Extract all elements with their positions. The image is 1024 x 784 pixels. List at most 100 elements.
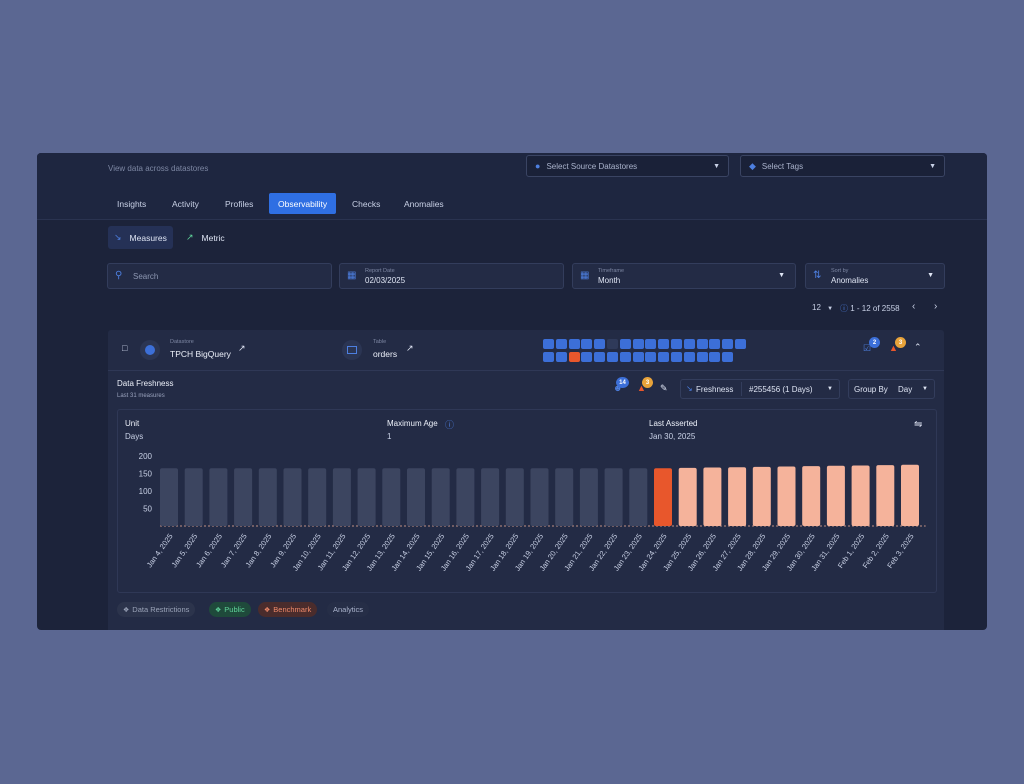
table-link[interactable]: orders — [373, 349, 398, 359]
heatmap-cell[interactable] — [619, 352, 631, 362]
heatmap-cell[interactable] — [696, 339, 708, 349]
heatmap-cell[interactable] — [735, 339, 746, 349]
chevron-up-icon[interactable]: ⌃ — [914, 342, 922, 352]
heatmap-cell[interactable] — [671, 339, 682, 349]
bar[interactable] — [332, 468, 351, 526]
report-date-value: 02/03/2025 — [365, 276, 406, 285]
bar[interactable] — [752, 466, 771, 526]
heatmap-cell[interactable] — [581, 352, 593, 362]
bar[interactable] — [160, 468, 178, 526]
external-link-icon[interactable]: ↗ — [238, 343, 246, 353]
bar[interactable] — [407, 468, 425, 526]
report-date-field[interactable]: ▦ Report Date 02/03/2025 — [339, 263, 564, 289]
heatmap-cell[interactable] — [696, 352, 708, 362]
page-size-select[interactable]: 12 ▼ — [812, 303, 833, 312]
bar[interactable] — [357, 468, 376, 526]
bar[interactable] — [382, 468, 401, 526]
heatmap-cell[interactable] — [671, 352, 682, 362]
tag-chip[interactable]: ❖ Public — [209, 602, 251, 617]
bar[interactable] — [654, 468, 672, 526]
bar[interactable] — [283, 468, 302, 526]
heatmap-cell[interactable] — [543, 339, 554, 349]
bar[interactable] — [481, 468, 500, 526]
tags-select[interactable]: ◆ Select Tags ▼ — [740, 155, 945, 177]
bar[interactable] — [703, 467, 722, 526]
bar[interactable] — [456, 468, 475, 526]
heatmap-cell[interactable] — [683, 352, 695, 362]
bar[interactable] — [258, 468, 277, 526]
settings-sliders-icon[interactable]: ⇋ — [914, 419, 923, 430]
bar[interactable] — [209, 468, 228, 526]
tab-activity[interactable]: Activity — [172, 198, 199, 209]
bar[interactable] — [530, 468, 549, 526]
heatmap-cell[interactable] — [555, 339, 567, 349]
bookmark-icon[interactable]: □ — [122, 343, 128, 353]
bar[interactable] — [431, 468, 450, 526]
next-page-button[interactable]: › — [934, 301, 938, 312]
bar[interactable] — [555, 468, 574, 526]
users-icon[interactable]: ☻ — [613, 383, 623, 393]
bar[interactable] — [876, 465, 895, 526]
bar[interactable] — [728, 467, 747, 526]
heatmap-cell[interactable] — [658, 339, 670, 349]
heatmap-cell[interactable] — [645, 339, 657, 349]
warning-icon[interactable]: ▲ — [637, 383, 646, 393]
measures-view-button[interactable]: ↘ Measures — [108, 226, 173, 249]
heatmap-cell[interactable] — [543, 352, 554, 362]
heatmap-cell[interactable] — [632, 339, 644, 349]
heatmap-cell[interactable] — [568, 352, 580, 362]
bar[interactable] — [629, 468, 648, 526]
bar[interactable] — [678, 467, 697, 526]
tab-anomalies[interactable]: Anomalies — [404, 198, 444, 209]
tab-insights[interactable]: Insights — [117, 198, 147, 209]
tab-observability[interactable]: Observability — [269, 193, 337, 214]
bar[interactable] — [579, 468, 598, 526]
edit-icon[interactable]: ✎ — [660, 383, 668, 393]
bar[interactable] — [777, 466, 796, 527]
heatmap-cell[interactable] — [619, 339, 631, 349]
heatmap-cell[interactable] — [645, 352, 657, 362]
metric-view-button[interactable]: ↗ Metric — [180, 226, 231, 249]
warning-icon[interactable]: ▲ — [889, 343, 898, 353]
heatmap-cell[interactable] — [683, 339, 695, 349]
group-by-select[interactable]: Group By Day ▼ — [848, 379, 935, 399]
sort-by-select[interactable]: ⇅ Sort by Anomalies ▼ — [805, 263, 945, 289]
prev-page-button[interactable]: ‹ — [912, 301, 916, 312]
help-icon: ⓘ — [840, 304, 848, 313]
bar[interactable] — [851, 465, 870, 526]
bar[interactable] — [184, 468, 203, 526]
bar[interactable] — [802, 466, 821, 526]
metric-select[interactable]: ↘ Freshness #255456 (1 Days) ▼ — [680, 379, 840, 399]
datastore-link[interactable]: TPCH BigQuery — [170, 349, 231, 359]
heatmap-cell[interactable] — [607, 352, 618, 362]
heatmap-cell[interactable] — [658, 352, 670, 362]
bar[interactable] — [308, 468, 327, 526]
tag-chip[interactable]: ❖ Data Restrictions — [117, 602, 196, 617]
external-link-icon[interactable]: ↗ — [406, 343, 414, 353]
heatmap-cell[interactable] — [555, 352, 567, 362]
search-input[interactable]: ⚲ Search — [107, 263, 332, 289]
bar[interactable] — [901, 464, 919, 526]
heatmap-cell[interactable] — [709, 339, 721, 349]
help-icon[interactable]: ⓘ — [445, 420, 455, 430]
heatmap-cell[interactable] — [607, 339, 618, 349]
tab-profiles[interactable]: Profiles — [225, 198, 254, 209]
heatmap-cell[interactable] — [722, 339, 734, 349]
heatmap-cell[interactable] — [594, 339, 606, 349]
tag-chip[interactable]: ❖ Benchmark — [258, 602, 318, 617]
bar[interactable] — [826, 465, 845, 526]
bar[interactable] — [234, 468, 253, 526]
tab-checks[interactable]: Checks — [352, 198, 381, 209]
tag-chip[interactable]: Analytics — [327, 602, 370, 617]
bar[interactable] — [604, 468, 623, 526]
heatmap-cell[interactable] — [581, 339, 593, 349]
checks-icon[interactable]: ☑ — [863, 343, 872, 353]
bar[interactable] — [505, 468, 524, 526]
heatmap-cell[interactable] — [568, 339, 580, 349]
heatmap-cell[interactable] — [722, 352, 734, 362]
heatmap-cell[interactable] — [709, 352, 721, 362]
heatmap-cell[interactable] — [594, 352, 606, 362]
timeframe-select[interactable]: ▦ Timeframe Month ▼ — [572, 263, 796, 289]
source-datastores-select[interactable]: ● Select Source Datastores ▼ — [526, 155, 729, 177]
heatmap-cell[interactable] — [632, 352, 644, 362]
